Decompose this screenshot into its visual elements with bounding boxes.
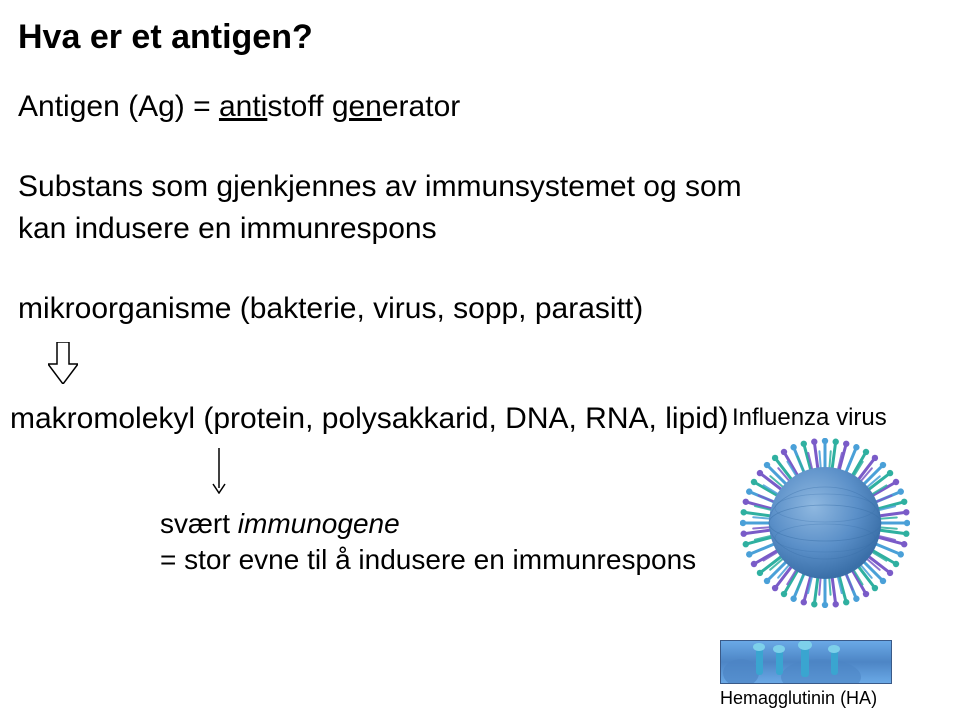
outline-arrow-down-icon (48, 342, 78, 384)
def-erator: erator (382, 90, 460, 123)
makromolekyl-line: makromolekyl (protein, polysakkarid, DNA… (10, 402, 729, 436)
page-title: Hva er et antigen? (18, 18, 313, 57)
influenza-virus-icon (740, 438, 910, 608)
antigen-definition: Antigen (Ag) = antistoff generator (18, 90, 460, 124)
def-gen-underlined: gen (332, 90, 382, 123)
immunogene-line-2: = stor evne til å indusere en immunrespo… (160, 544, 696, 576)
body-line-3: mikroorganisme (bakterie, virus, sopp, p… (18, 292, 643, 326)
immunogene-prefix: svært (160, 508, 238, 539)
def-stoff: stoff (267, 90, 331, 123)
body-line-2: kan indusere en immunrespons (18, 212, 437, 246)
def-anti-underlined: anti (219, 90, 267, 123)
hemagglutinin-closeup-icon (720, 640, 892, 684)
thin-arrow-down-icon (212, 448, 226, 494)
immunogene-italic: immunogene (238, 508, 400, 539)
influenza-label: Influenza virus (732, 404, 887, 432)
body-line-1: Substans som gjenkjennes av immunsysteme… (18, 170, 742, 204)
def-prefix: Antigen (Ag) = (18, 90, 219, 123)
ha-label: Hemagglutinin (HA) (720, 688, 877, 709)
immunogene-line-1: svært immunogene (160, 508, 400, 540)
